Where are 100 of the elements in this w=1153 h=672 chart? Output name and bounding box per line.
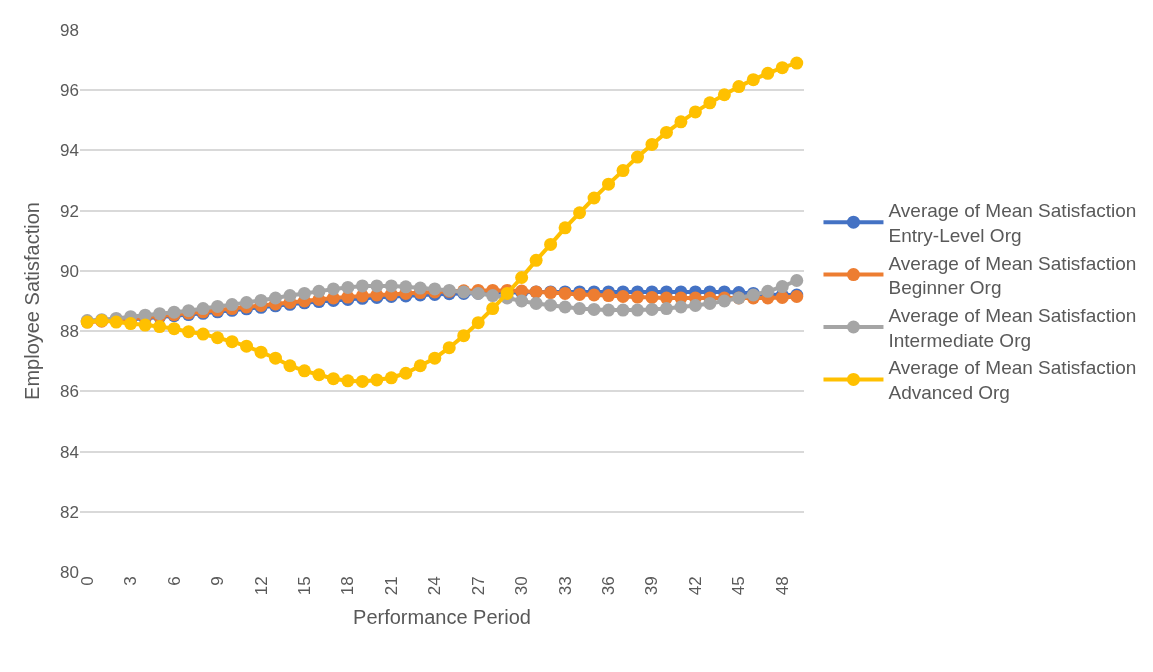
point <box>283 289 297 303</box>
y-tick-label: 80 <box>60 562 79 582</box>
point <box>529 253 543 267</box>
point <box>558 221 572 235</box>
point <box>225 335 239 349</box>
point <box>616 303 630 317</box>
point <box>138 318 152 332</box>
point <box>688 105 702 119</box>
y-axis-title: Employee Satisfaction <box>20 202 43 400</box>
point <box>312 284 326 298</box>
x-tick-label: 27 <box>468 576 488 596</box>
legend-label: Average of Mean Satisfaction Beginner Org <box>888 252 1137 299</box>
x-tick-label: 39 <box>642 576 662 596</box>
point <box>355 279 369 293</box>
point <box>225 298 239 312</box>
y-tick-label: 86 <box>60 382 79 402</box>
point <box>630 150 644 164</box>
x-tick-label: 6 <box>164 576 184 586</box>
x-tick-label: 3 <box>121 576 141 586</box>
point <box>384 371 398 385</box>
point <box>254 345 268 359</box>
point <box>254 293 268 307</box>
point <box>268 291 282 305</box>
point <box>688 299 702 313</box>
y-tick-label: 94 <box>60 141 79 161</box>
point <box>544 298 558 312</box>
x-tick-label: 15 <box>294 576 314 596</box>
point <box>413 359 427 373</box>
point <box>558 300 572 314</box>
point <box>602 289 616 303</box>
point <box>442 341 456 355</box>
point <box>297 364 311 378</box>
x-axis-title: Performance Period <box>353 605 531 628</box>
point <box>529 296 543 310</box>
x-tick-label: 30 <box>512 576 532 596</box>
point <box>240 296 254 309</box>
point <box>268 351 282 365</box>
point <box>602 303 616 317</box>
point <box>630 290 644 304</box>
point <box>370 373 384 387</box>
x-tick-label: 24 <box>425 576 445 596</box>
point <box>486 302 500 316</box>
y-tick-label: 82 <box>60 502 79 522</box>
point <box>746 73 760 87</box>
point <box>457 329 471 343</box>
point <box>587 191 601 205</box>
point <box>630 303 644 317</box>
point <box>775 280 789 294</box>
point <box>413 281 427 295</box>
point <box>211 331 225 345</box>
point <box>703 96 717 110</box>
x-tick-label: 18 <box>338 576 358 596</box>
point <box>153 320 167 334</box>
point <box>355 374 369 388</box>
y-tick-label: 84 <box>60 442 79 462</box>
x-tick-label: 0 <box>77 576 97 586</box>
point <box>573 302 587 316</box>
point <box>616 289 630 303</box>
x-tick-label: 36 <box>599 576 619 596</box>
point <box>645 290 659 304</box>
point <box>182 325 196 339</box>
point <box>645 137 659 151</box>
point <box>674 300 688 314</box>
legend-label: Average of Mean Satisfaction Intermediate Org <box>888 305 1137 351</box>
point <box>790 274 804 288</box>
point <box>659 125 673 139</box>
point <box>399 280 413 294</box>
point <box>312 368 326 382</box>
point <box>732 80 746 94</box>
point <box>167 322 181 336</box>
point <box>587 302 601 316</box>
point <box>790 56 804 70</box>
x-tick-label: 12 <box>251 576 271 596</box>
x-tick-label: 48 <box>772 576 792 596</box>
x-tick-label: 9 <box>208 576 228 586</box>
legend-label: Average of Mean Satisfaction Advanced Org <box>888 357 1137 404</box>
legend-label: Average of Mean Satisfaction Entry-Level Org <box>888 200 1137 246</box>
point <box>297 286 311 300</box>
point <box>659 291 673 305</box>
point <box>341 374 355 388</box>
point <box>703 296 717 310</box>
x-tick-label: 21 <box>381 576 401 596</box>
point <box>399 366 413 380</box>
point <box>384 279 398 293</box>
point <box>471 316 485 330</box>
point <box>196 327 210 341</box>
point <box>428 351 442 365</box>
point <box>717 88 731 102</box>
x-tick-label: 33 <box>555 576 575 596</box>
x-tick-label: 42 <box>685 576 705 596</box>
point <box>240 339 254 353</box>
point <box>761 66 775 80</box>
point <box>124 317 138 331</box>
point <box>674 115 688 129</box>
point <box>659 302 673 316</box>
y-tick-label: 96 <box>60 81 79 101</box>
point <box>645 302 659 316</box>
point <box>341 280 355 294</box>
point <box>775 61 789 75</box>
y-tick-label: 98 <box>60 20 79 40</box>
